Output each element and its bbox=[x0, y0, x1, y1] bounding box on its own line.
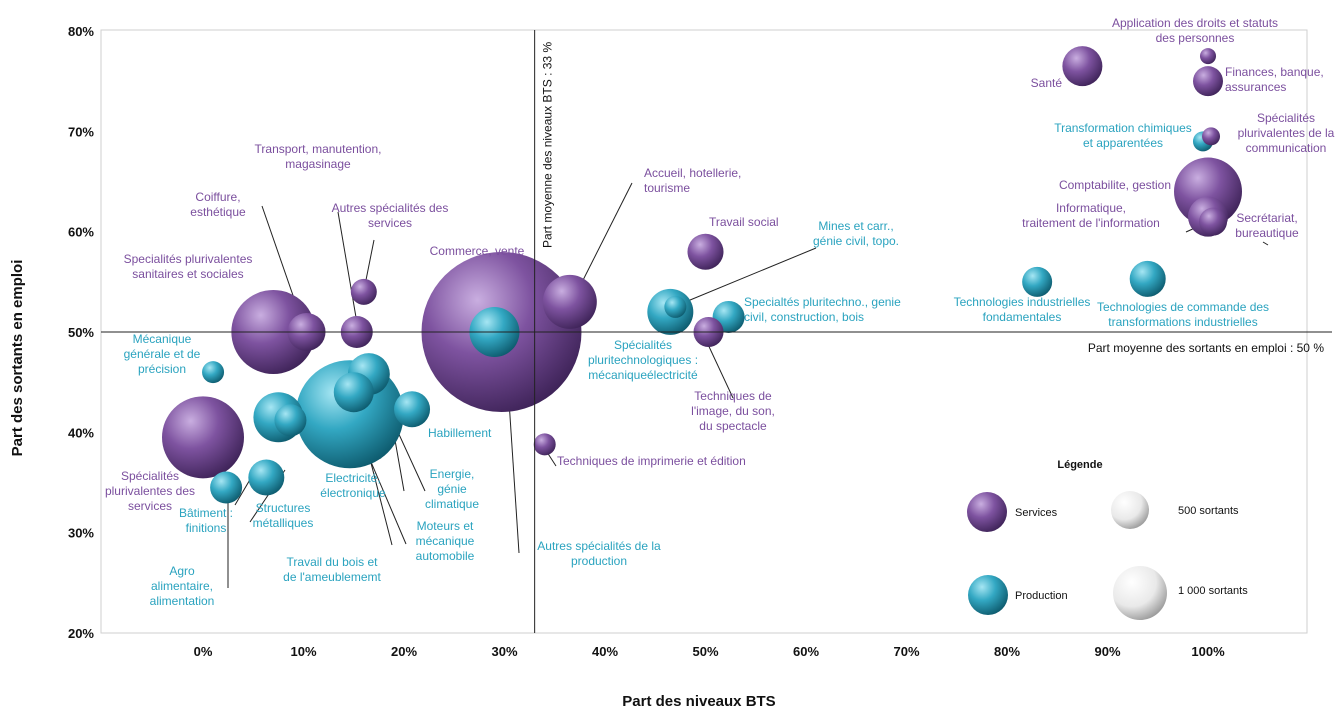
services-bubble bbox=[350, 278, 377, 305]
services-bubble bbox=[1202, 127, 1221, 146]
bubble-label: Autres spécialités de la production bbox=[537, 539, 661, 568]
x-axis-title: Part des niveaux BTS bbox=[622, 693, 775, 710]
bubble-label: Spécialités plurivalentes des services bbox=[105, 469, 195, 513]
bubble-label: Autres spécialités des services bbox=[332, 201, 449, 230]
y-tick-label: 20% bbox=[68, 626, 94, 641]
bubble-label: Techniques de l'image, du son, du spectacl… bbox=[691, 389, 775, 433]
legend-size-large-label: 1 000 sortants bbox=[1178, 585, 1248, 597]
x-tick-label: 0% bbox=[194, 644, 213, 659]
y-tick-label: 80% bbox=[68, 24, 94, 39]
production-bubble bbox=[1129, 260, 1166, 297]
bubble-label: Agro alimentaire, alimentation bbox=[150, 564, 215, 608]
y-tick-labels: 20% 30% 40% 50% 60% 70% 80% bbox=[68, 24, 94, 641]
y-tick-label: 40% bbox=[68, 425, 94, 440]
bubble-label: Informatique, traitement de l'information bbox=[1022, 201, 1160, 230]
bubble-label: Comptabilite, gestion bbox=[1059, 178, 1171, 192]
bubble-label: Electricité, électronique bbox=[320, 471, 386, 500]
production-bubble bbox=[333, 372, 374, 413]
leader-line bbox=[704, 337, 734, 399]
vertical-reference-label: Part moyenne des niveaux BTS : 33 % bbox=[541, 42, 555, 248]
bubble-label: Technologies de commande des transformati… bbox=[1097, 300, 1269, 329]
y-tick-label: 50% bbox=[68, 325, 94, 340]
x-tick-label: 20% bbox=[391, 644, 417, 659]
y-tick-label: 60% bbox=[68, 225, 94, 240]
x-tick-label: 80% bbox=[994, 644, 1020, 659]
bubble-label: Spécialités pluritechnologiques : mécaniqu… bbox=[588, 338, 698, 382]
services-bubble bbox=[1199, 207, 1228, 236]
bubble-label: Spécialités plurivalentes de la communicat… bbox=[1238, 111, 1335, 155]
production-bubble bbox=[248, 459, 285, 496]
legend-size-large bbox=[1113, 566, 1167, 620]
horizontal-reference-label: Part moyenne des sortants en emploi : 50… bbox=[1088, 341, 1324, 355]
bubble-label: Structures métalliques bbox=[253, 501, 314, 530]
bubble-label: Mécanique générale et de précision bbox=[124, 332, 201, 376]
bubble-label: Moteurs et mécanique automobile bbox=[416, 519, 475, 563]
bubble-label: Accueil, hotellerie, tourisme bbox=[644, 166, 741, 195]
legend-services-swatch bbox=[967, 492, 1007, 532]
bubble-label: Santé bbox=[1031, 76, 1063, 90]
legend-size-small bbox=[1111, 491, 1149, 529]
production-bubble bbox=[202, 361, 225, 384]
legend: Légende Services Production 500 sortants… bbox=[967, 459, 1248, 620]
bubble-label: Coiffure, esthétique bbox=[190, 190, 246, 219]
services-bubble bbox=[162, 396, 244, 479]
bubble-label: Travail du bois et de l'ameublememt bbox=[283, 555, 381, 584]
production-bubble bbox=[1022, 266, 1053, 297]
legend-size-small-label: 500 sortants bbox=[1178, 505, 1239, 517]
x-tick-label: 50% bbox=[692, 644, 718, 659]
legend-production-label: Production bbox=[1015, 590, 1068, 602]
production-bubble bbox=[274, 404, 307, 437]
x-tick-label: 100% bbox=[1191, 644, 1225, 659]
bubble-label: Techniques de imprimerie et édition bbox=[557, 454, 746, 468]
leader-line bbox=[337, 211, 359, 330]
bubble-label: Transport, manutention, magasinage bbox=[255, 142, 382, 171]
x-tick-label: 60% bbox=[793, 644, 819, 659]
x-tick-label: 40% bbox=[592, 644, 618, 659]
services-bubble bbox=[1200, 48, 1216, 65]
legend-production-swatch bbox=[968, 575, 1008, 615]
y-tick-label: 70% bbox=[68, 124, 94, 139]
x-tick-label: 10% bbox=[290, 644, 316, 659]
legend-services-label: Services bbox=[1015, 507, 1058, 519]
x-tick-label: 30% bbox=[491, 644, 517, 659]
services-bubble bbox=[1062, 46, 1103, 87]
y-axis-title: Part des sortants en emploi bbox=[9, 260, 26, 457]
leader-line bbox=[394, 439, 405, 492]
production-bubble bbox=[210, 471, 243, 504]
leader-line bbox=[1262, 241, 1269, 246]
x-tick-labels: 0% 10% 20% 30% 40% 50% 60% 70% 80% 90% 100% bbox=[194, 644, 1225, 659]
bubble-label: Bâtiment : finitions bbox=[179, 506, 233, 535]
legend-title: Légende bbox=[1057, 459, 1102, 471]
x-tick-label: 90% bbox=[1094, 644, 1120, 659]
bubble-label: Travail social bbox=[709, 215, 779, 229]
production-bubble bbox=[664, 295, 687, 318]
bubble-label: Specialités plurivalentes sanitaires et s… bbox=[124, 252, 253, 281]
services-bubble bbox=[687, 233, 724, 270]
x-tick-label: 70% bbox=[893, 644, 919, 659]
production-bubble bbox=[394, 391, 431, 428]
bubbles bbox=[162, 46, 1242, 504]
services-bubble bbox=[533, 433, 556, 456]
bubble-label: Application des droits et statuts des per… bbox=[1112, 16, 1278, 45]
bubble-labels: Application des droits et statuts des per… bbox=[105, 16, 1335, 608]
bubble-label: Habillement bbox=[428, 426, 492, 440]
y-tick-label: 30% bbox=[68, 526, 94, 541]
leader-line bbox=[677, 247, 817, 306]
bubble-label: Commerce, vente bbox=[430, 244, 525, 258]
services-bubble bbox=[1193, 66, 1223, 97]
bubble-label: Transformation chimiques et apparentées bbox=[1054, 121, 1192, 150]
bubble-label: Secrétariat, bureautique bbox=[1235, 211, 1299, 240]
bubble-label: Finances, banque, assurances bbox=[1225, 65, 1324, 94]
bubble-label: Mines et carr., génie civil, topo. bbox=[813, 219, 899, 248]
bubble-label: Specialtés pluritechno., genie civil, con… bbox=[744, 295, 901, 324]
bubble-label: Energie, génie climatique bbox=[425, 467, 479, 511]
bubble-label: Technologies industrielles fondamentales bbox=[954, 295, 1091, 324]
services-bubble bbox=[542, 274, 597, 329]
